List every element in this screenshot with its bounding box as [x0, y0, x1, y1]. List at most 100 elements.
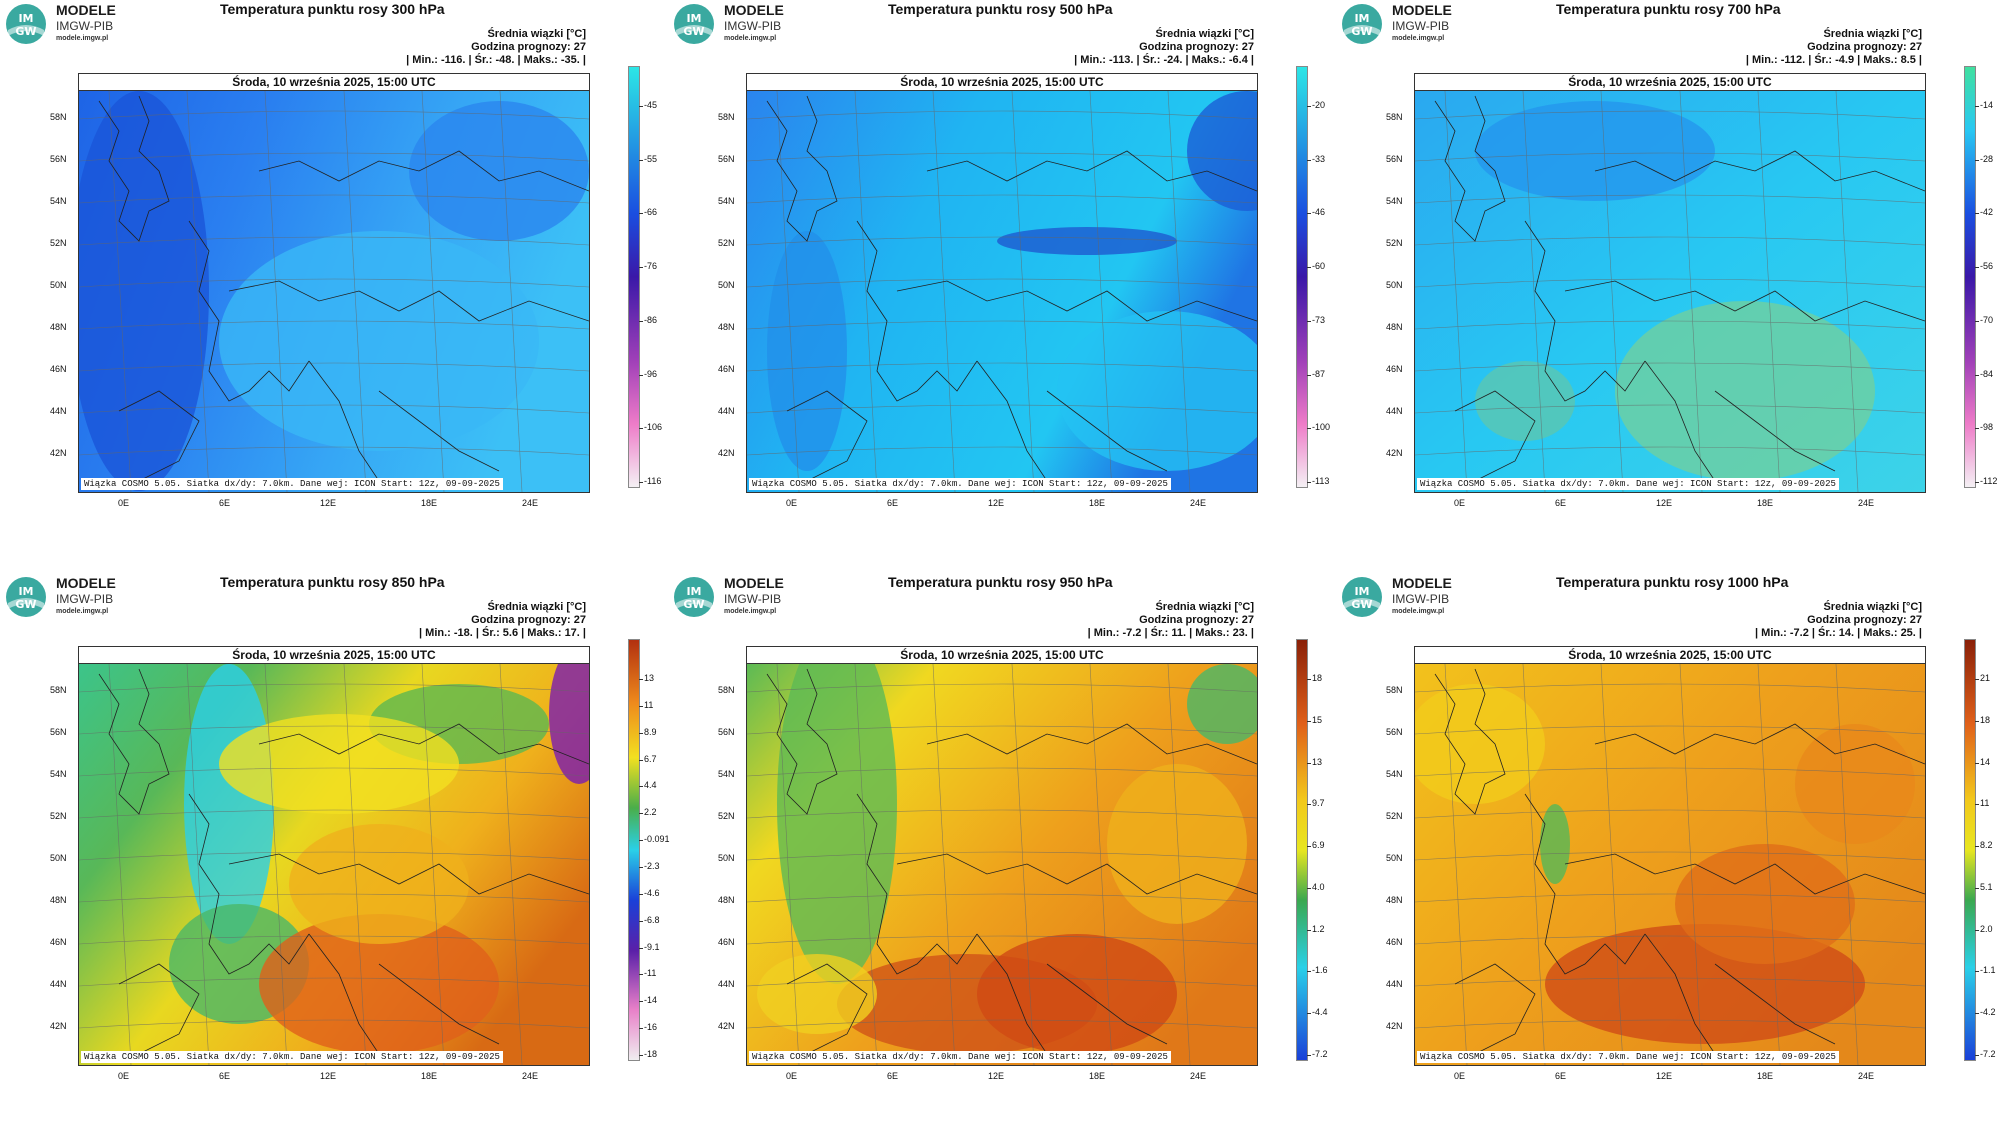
- colorbar-tick: [1975, 929, 1979, 931]
- colorbar-tick: [1975, 428, 1979, 430]
- colorbar-tick-label: -112: [1980, 476, 1998, 486]
- svg-text:IM: IM: [18, 12, 33, 25]
- colorbar-tick: [1307, 762, 1311, 764]
- colorbar-tick-label: -14: [644, 995, 658, 1006]
- lat-label: 50N: [1386, 280, 1403, 290]
- stats-line2: Godzina prognozy: 27: [1139, 41, 1254, 53]
- colorbar-tick: [639, 813, 643, 815]
- map-canvas: [79, 664, 589, 1065]
- colorbar-tick-label: -9.1: [644, 941, 660, 952]
- lon-label: 12E: [988, 1071, 1005, 1081]
- colorbar-tick-label: -2.3: [644, 861, 660, 871]
- lat-label: 52N: [1386, 811, 1403, 821]
- colorbar: [1964, 66, 1976, 488]
- lon-label: 0E: [118, 498, 130, 508]
- lon-label: 18E: [1757, 498, 1774, 508]
- logo-line2: IMGW-PIB: [724, 592, 782, 606]
- colorbar-tick: [639, 1028, 643, 1030]
- stats-line2: Godzina prognozy: 27: [471, 614, 586, 626]
- colorbar-tick: [639, 1055, 643, 1056]
- colorbar-tick-label: 2.0: [1980, 923, 1993, 934]
- colorbar-tick: [639, 947, 643, 949]
- lat-label: 48N: [1386, 895, 1403, 905]
- chart-title: Temperatura punktu rosy 850 hPa: [220, 574, 445, 590]
- map-canvas: [1415, 91, 1925, 492]
- colorbar-tick-label: 13: [644, 673, 655, 683]
- colorbar-tick: [1307, 929, 1311, 931]
- svg-text:GW: GW: [683, 25, 704, 38]
- lat-label: 46N: [50, 364, 67, 374]
- stats-line2: Godzina prognozy: 27: [1807, 41, 1922, 53]
- lon-label: 12E: [1656, 1071, 1673, 1081]
- colorbar-tick: [1307, 679, 1311, 680]
- colorbar: [1296, 66, 1308, 488]
- colorbar-tick: [639, 106, 643, 107]
- chart-title: Temperatura punktu rosy 1000 hPa: [1556, 574, 1789, 590]
- lat-label: 58N: [718, 685, 735, 695]
- lat-label: 52N: [50, 811, 67, 821]
- lat-label: 48N: [50, 895, 67, 905]
- lat-label: 42N: [718, 1021, 735, 1031]
- colorbar-tick-label: 2.2: [644, 807, 657, 818]
- lon-label: 18E: [1089, 498, 1106, 508]
- model-footer: Wiązka COSMO 5.05. Siatka dx/dy: 7.0km. …: [1417, 1051, 1839, 1063]
- colorbar-tick-label: -14: [1980, 100, 1994, 110]
- colorbar: [628, 639, 640, 1061]
- imgw-logo-icon: IM GW: [674, 4, 714, 44]
- lat-label: 54N: [50, 196, 67, 206]
- map-canvas: [1415, 664, 1925, 1065]
- colorbar: [1964, 639, 1976, 1061]
- colorbar-tick: [1975, 1055, 1979, 1056]
- colorbar-tick: [1975, 1013, 1979, 1015]
- colorbar: [628, 66, 640, 488]
- logo-line3: modele.imgw.pl: [1392, 608, 1445, 615]
- lon-label: 6E: [887, 498, 899, 508]
- lat-label: 50N: [718, 853, 735, 863]
- lat-label: 48N: [718, 895, 735, 905]
- lon-label: 6E: [887, 1071, 899, 1081]
- chart-panel: IM GW MODELE IMGW-PIB modele.imgw.pl Tem…: [668, 0, 1330, 560]
- model-footer: Wiązka COSMO 5.05. Siatka dx/dy: 7.0km. …: [749, 1051, 1171, 1063]
- chart-panel: IM GW MODELE IMGW-PIB modele.imgw.pl Tem…: [0, 0, 662, 560]
- logo-text: MODELE IMGW-PIB modele.imgw.pl: [1392, 2, 1452, 42]
- lat-label: 42N: [50, 1021, 67, 1031]
- colorbar-tick: [1975, 106, 1979, 107]
- stats-line3: | Min.: -113. | Śr.: -24. | Maks.: -6.4 …: [1074, 54, 1254, 66]
- lat-label: 44N: [1386, 979, 1403, 989]
- colorbar-tick: [1307, 887, 1311, 889]
- colorbar-tick-label: -84: [1980, 368, 1994, 379]
- colorbar-tick-label: -4.4: [1312, 1007, 1328, 1018]
- logo-text: MODELE IMGW-PIB modele.imgw.pl: [724, 575, 784, 615]
- colorbar-tick-label: 4.0: [1312, 881, 1325, 892]
- colorbar-tick-label: -33: [1312, 153, 1326, 164]
- svg-text:IM: IM: [18, 585, 33, 598]
- lat-label: 58N: [718, 112, 735, 122]
- chart-title: Temperatura punktu rosy 500 hPa: [888, 1, 1113, 17]
- logo-line2: IMGW-PIB: [1392, 19, 1450, 33]
- chart-panel: IM GW MODELE IMGW-PIB modele.imgw.pl Tem…: [0, 573, 670, 1133]
- stats-box: Średnia wiązki [°C] Godzina prognozy: 27…: [406, 28, 586, 67]
- lat-label: 52N: [718, 238, 735, 248]
- colorbar-tick: [1307, 428, 1311, 430]
- colorbar-tick: [639, 428, 643, 430]
- logo-line3: modele.imgw.pl: [724, 35, 777, 42]
- logo-line3: modele.imgw.pl: [56, 35, 109, 42]
- colorbar-tick: [1975, 267, 1979, 269]
- svg-text:GW: GW: [15, 25, 36, 38]
- lat-label: 42N: [1386, 1021, 1403, 1031]
- lat-label: 52N: [50, 238, 67, 248]
- lat-label: 56N: [1386, 727, 1403, 737]
- map-canvas: [79, 91, 589, 492]
- lat-label: 58N: [50, 685, 67, 695]
- stats-box: Średnia wiązki [°C] Godzina prognozy: 27…: [1074, 28, 1254, 67]
- forecast-date: Środa, 10 września 2025, 15:00 UTC: [747, 647, 1257, 664]
- chart-title: Temperatura punktu rosy 700 hPa: [1556, 1, 1781, 17]
- lat-label: 46N: [1386, 364, 1403, 374]
- lon-label: 24E: [522, 498, 539, 508]
- lat-label: 58N: [1386, 685, 1403, 695]
- chart-panel: IM GW MODELE IMGW-PIB modele.imgw.pl Tem…: [1336, 573, 1996, 1133]
- colorbar-tick: [1975, 159, 1979, 161]
- stats-line3: | Min.: -112. | Śr.: -4.9 | Maks.: 8.5 |: [1745, 54, 1922, 66]
- imgw-logo-icon: IM GW: [674, 577, 714, 617]
- stats-line1: Średnia wiązki [°C]: [1823, 28, 1922, 40]
